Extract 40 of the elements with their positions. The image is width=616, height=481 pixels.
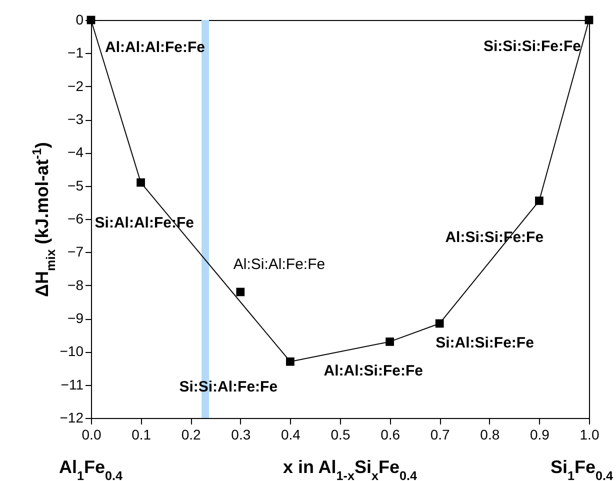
point [136,178,145,187]
annotation: Si:Al:Si:Fe:Fe [436,334,534,352]
y-tick-label: −3 [68,111,84,127]
y-tick-label: −12 [60,410,84,426]
text: Al$_{1}$Fe$_{0.4}$ [59,457,123,481]
y-tick-label: 0 [76,12,84,28]
y-tick-label: −8 [68,276,84,293]
x-tick-label: 0.6 [380,426,400,442]
point [236,288,245,296]
x-tick-label: 1.0 [580,426,600,442]
y-tick-label: −2 [68,78,84,94]
x-tick-label: 0.4 [280,426,301,442]
point [386,338,394,346]
x-tick-label: 0.0 [82,426,102,442]
x-tick-label: 0.5 [330,426,350,442]
y-tick-label: −1 [68,44,84,61]
x-axis-title: x in Al$_{1-x}$Si$_{x}$Fe$_{0.4}$ [282,457,418,481]
point [584,16,594,24]
point [286,357,294,366]
x-tick-label: 0.7 [430,426,450,442]
annotation: Al:Al:Al:Fe:Fe [105,39,205,56]
text: Si$_{1}$Fe$_{0.4}$ [550,457,613,481]
x-tick-label: 0.9 [530,426,550,442]
annotation: Al:Si:Al:Fe:Fe [233,256,326,273]
y-tick-label: −10 [60,343,84,360]
x-tick-label: 0.3 [231,426,251,442]
y-tick-label: −7 [68,244,84,260]
x-tick-label: 0.2 [181,426,202,442]
point [435,319,444,328]
y-tick-label: −11 [60,376,84,392]
x-tick-label: 0.8 [480,426,500,442]
x-tick-label: 0.1 [132,426,152,442]
annotation: Al:Al:Si:Fe:Fe [324,362,423,380]
y-tick-label: −6 [68,210,84,226]
y-tick-label: −5 [68,177,84,194]
annotation: Si:Si:Si:Fe:Fe [483,38,581,55]
point [535,196,544,205]
y-tick-label: −4 [68,144,84,160]
y-tick-label: −9 [68,310,84,326]
annotation: Si:Si:Al:Fe:Fe [179,378,278,396]
